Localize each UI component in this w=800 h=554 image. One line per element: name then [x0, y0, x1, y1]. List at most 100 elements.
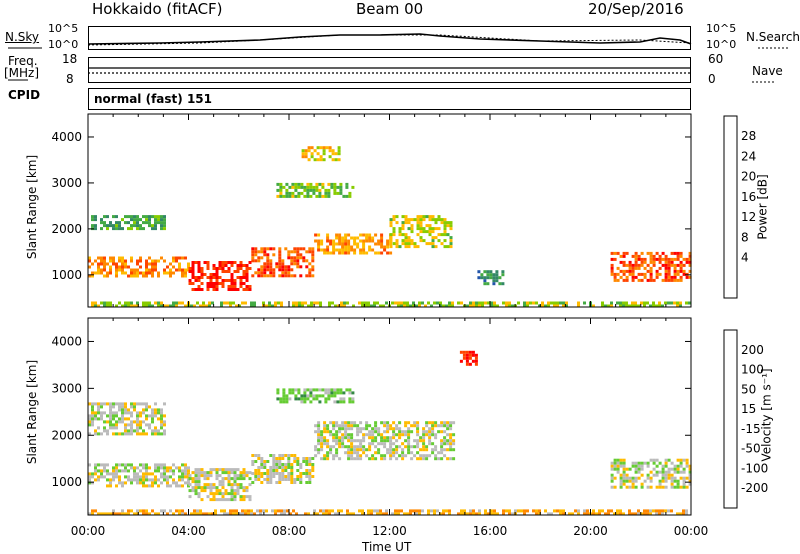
velocity-cell	[287, 478, 291, 481]
velocity-cell	[655, 473, 659, 477]
power-cell	[389, 233, 393, 237]
velocity-cell	[248, 477, 252, 481]
power-cell	[634, 263, 638, 267]
velocity-cell	[449, 445, 453, 449]
velocity-cell	[260, 460, 264, 463]
velocity-cell	[622, 467, 626, 471]
power-cell	[407, 221, 411, 225]
power-cell	[296, 259, 300, 263]
power-cell	[637, 257, 641, 261]
velocity-cell	[365, 454, 369, 458]
power-cell	[676, 278, 680, 282]
power-cell	[263, 250, 267, 254]
velocity-cell	[347, 448, 351, 452]
power-cell	[333, 191, 337, 195]
power-cell	[336, 191, 340, 195]
power-cell	[404, 215, 408, 219]
velocity-cell	[412, 509, 415, 513]
velocity-cell	[571, 512, 574, 516]
velocity-cell	[422, 439, 426, 443]
velocity-cell	[359, 439, 363, 443]
velocity-cell	[163, 463, 166, 467]
power-cell	[242, 270, 246, 273]
power-cell	[679, 269, 683, 273]
velocity-cell	[124, 432, 127, 436]
power-cell	[203, 273, 207, 276]
freq-panel	[88, 57, 691, 83]
velocity-cell	[130, 423, 133, 427]
power-cell	[314, 233, 318, 237]
power-cell	[121, 304, 124, 308]
power-cell	[278, 259, 282, 263]
velocity-cell	[332, 427, 336, 431]
velocity-cell	[215, 471, 219, 475]
velocity-cell	[133, 472, 136, 476]
power-cell	[348, 191, 352, 195]
power-cell	[103, 262, 106, 266]
velocity-cell	[682, 479, 686, 483]
velocity-cell	[664, 509, 667, 513]
velocity-cell	[94, 429, 97, 433]
power-cell	[401, 242, 405, 246]
velocity-cell	[359, 430, 363, 434]
velocity-cell	[383, 421, 387, 425]
velocity-cell	[188, 495, 192, 499]
velocity-cell	[106, 402, 109, 406]
velocity-cell	[389, 439, 393, 443]
velocity-cell	[380, 454, 384, 458]
velocity-cell	[109, 402, 112, 406]
power-cell	[613, 275, 617, 279]
velocity-cell	[685, 485, 689, 489]
power-scale-label: Power [dB]	[755, 174, 770, 240]
power-cell	[446, 233, 450, 237]
velocity-cell	[248, 483, 252, 487]
velocity-cell	[462, 356, 466, 360]
velocity-cell	[139, 414, 142, 418]
power-cell	[321, 182, 325, 186]
power-cell	[236, 288, 240, 291]
power-cell	[178, 268, 181, 272]
velocity-cell	[154, 426, 157, 430]
power-cell	[109, 304, 112, 308]
power-cell	[212, 288, 216, 291]
power-cell	[413, 218, 417, 222]
velocity-cell	[112, 475, 115, 479]
power-cell	[115, 224, 118, 228]
velocity-cell	[166, 469, 169, 473]
velocity-cell	[157, 478, 160, 482]
power-cell	[266, 253, 270, 257]
velocity-cell	[200, 471, 204, 475]
x-tick-label: 08:00	[272, 524, 307, 538]
velocity-cell	[332, 457, 336, 461]
velocity-cell	[139, 411, 142, 415]
power-cell	[163, 304, 166, 308]
velocity-cell	[386, 430, 390, 434]
power-cell	[302, 259, 306, 263]
power-cell	[251, 253, 255, 257]
velocity-cell	[157, 411, 160, 415]
velocity-cell	[188, 477, 192, 481]
velocity-cell	[291, 391, 295, 395]
power-cell	[317, 242, 321, 246]
velocity-cell	[443, 439, 447, 443]
power-cell	[344, 236, 348, 240]
power-cell	[154, 262, 157, 266]
power-cell	[310, 155, 314, 159]
power-cell	[272, 271, 276, 275]
velocity-cell	[442, 509, 445, 513]
power-cell	[127, 215, 130, 219]
velocity-cell	[661, 467, 665, 471]
power-cell	[121, 259, 124, 263]
velocity-cell	[154, 432, 157, 436]
velocity-cell	[356, 457, 360, 461]
power-cell	[443, 221, 447, 225]
velocity-cell	[377, 448, 381, 452]
power-cell	[317, 248, 321, 252]
velocity-cell	[206, 483, 210, 487]
power-cell	[331, 149, 335, 153]
velocity-cell	[359, 448, 363, 452]
power-cell	[94, 224, 97, 228]
velocity-cell	[293, 460, 297, 463]
power-cell	[392, 227, 396, 231]
velocity-cell	[163, 466, 166, 470]
